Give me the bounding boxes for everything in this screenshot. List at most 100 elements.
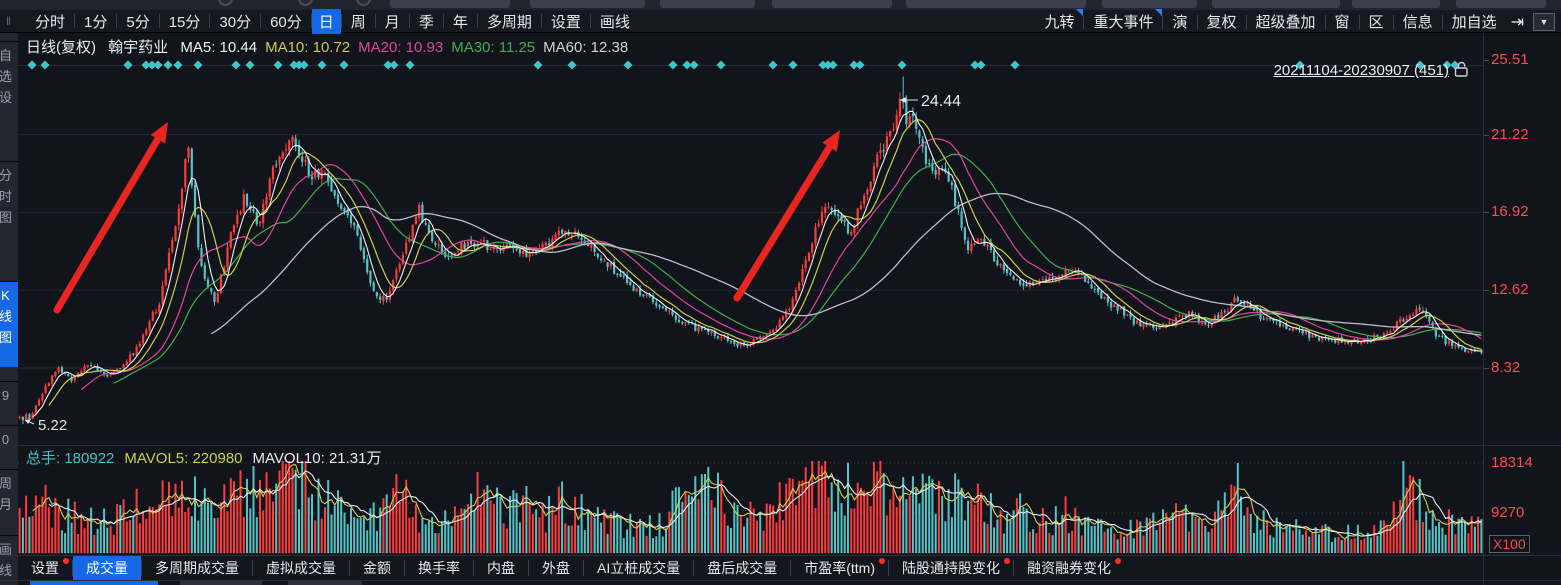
- toolbar-separator: [1392, 14, 1394, 29]
- tool-button-0[interactable]: 九转: [1035, 9, 1084, 34]
- period-tab-8[interactable]: 月: [384, 13, 400, 31]
- volume-label-0: 总手: 180922: [26, 450, 115, 467]
- indicator-tab-4[interactable]: 金额: [363, 560, 391, 576]
- toolbar-separator: [540, 14, 542, 28]
- ma-label-1: MA10: 10.72: [265, 39, 351, 56]
- tab-separator: [583, 560, 584, 576]
- unlock-icon[interactable]: [1454, 61, 1469, 81]
- tab-separator: [528, 560, 529, 576]
- sidebar-item-3[interactable]: 9: [0, 381, 18, 406]
- period-tab-3[interactable]: 15分: [168, 13, 201, 31]
- red-dot-badge: [879, 558, 885, 564]
- candlesticks: [18, 76, 1483, 425]
- partial-button: [1352, 0, 1440, 8]
- period-tab-11[interactable]: 多周期: [486, 13, 532, 31]
- tool-button-3[interactable]: 复权: [1206, 14, 1237, 31]
- indicator-tab-10[interactable]: 市盈率(ttm): [791, 556, 888, 580]
- sidebar-item-6[interactable]: 画线: [0, 535, 18, 581]
- period-tab-2[interactable]: 5分: [126, 13, 150, 31]
- price-axis-label-3: 12.62: [1491, 281, 1529, 298]
- indicator-tab-8[interactable]: AI立桩成交量: [597, 560, 681, 576]
- indicator-tab-5[interactable]: 换手率: [418, 560, 460, 576]
- tool-button-4[interactable]: 超级叠加: [1255, 14, 1316, 31]
- sidebar-item-5[interactable]: 周月: [0, 469, 18, 515]
- indicator-tab-bar: 设置 成交量 多周期成交量 虚拟成交量 金额 换手率 内盘 外盘 AI立桩成交量 盘后成交量 市盈率…: [18, 556, 1483, 580]
- axis-tick: [1484, 60, 1489, 61]
- ma-label-3: MA30: 11.25: [451, 39, 536, 56]
- axis-tick: [1484, 135, 1489, 136]
- toolbar-separator: [340, 14, 342, 28]
- indicator-tab-11[interactable]: 陆股通持股变化: [889, 556, 1013, 580]
- partial-tab-fragment: [180, 581, 262, 585]
- period-tab-12[interactable]: 设置: [550, 13, 581, 31]
- axis-tick: [1484, 290, 1489, 291]
- jump-to-latest-icon[interactable]: ⇥: [1510, 13, 1524, 31]
- tab-separator: [141, 560, 142, 576]
- grip-icon: ‖: [6, 14, 11, 28]
- sidebar-item-1[interactable]: 分时图: [0, 161, 18, 228]
- price-annotations: 24.44 5.22: [24, 93, 961, 434]
- indicator-tab-12[interactable]: 融资融券变化: [1014, 556, 1124, 580]
- indicator-tab-2[interactable]: 多周期成交量: [155, 560, 239, 576]
- period-tab-1[interactable]: 1分: [84, 13, 108, 31]
- period-tab-4[interactable]: 30分: [219, 13, 252, 31]
- toolbar-separator: [209, 14, 211, 28]
- period-tab-13[interactable]: 画线: [599, 13, 630, 31]
- toolbar-separator: [1083, 14, 1085, 29]
- price-volume-chart[interactable]: 24.44 5.22: [18, 33, 1483, 556]
- toolbar-dropdown-icon[interactable]: ▼: [1533, 12, 1555, 31]
- top-partial-toolbar: [0, 0, 1561, 10]
- volume-axis-label-1: 9270: [1491, 504, 1525, 521]
- tool-button-5[interactable]: 窗: [1334, 14, 1350, 31]
- toolbar-separator: [1196, 14, 1198, 29]
- indicator-tab-6[interactable]: 内盘: [487, 560, 515, 576]
- axis-tick: [1484, 212, 1489, 213]
- tab-separator: [790, 560, 792, 576]
- tab-separator: [1013, 560, 1014, 576]
- right-price-axis: 25.51 21.22 16.92 12.62 8.32 18314 9270 X100: [1483, 33, 1561, 585]
- ma30-line: [113, 153, 1482, 384]
- partial-icon: [356, 0, 371, 6]
- toolbar-separator: [1162, 14, 1164, 29]
- period-tab-0[interactable]: 分时: [35, 13, 66, 31]
- sidebar-item-0[interactable]: 自选设: [0, 41, 18, 108]
- indicator-tab-0[interactable]: 设置: [18, 556, 72, 580]
- toolbar-period-tabs: 分时 1分 5分 15分 30分 60分日周月季年多周期 设置 画线: [0, 8, 639, 34]
- pane-divider: [0, 555, 1561, 556]
- indicator-tab-3[interactable]: 虚拟成交量: [266, 560, 336, 576]
- tool-button-8[interactable]: 加自选: [1451, 14, 1497, 31]
- low-price-annotation: 5.22: [38, 417, 67, 434]
- tool-button-1[interactable]: 重大事件: [1084, 9, 1163, 34]
- tool-button-2[interactable]: 演: [1172, 14, 1188, 31]
- tab-separator: [72, 560, 73, 576]
- date-range-link[interactable]: 20211104-20230907 (451): [1273, 62, 1449, 79]
- period-tab-7[interactable]: 周: [350, 13, 366, 31]
- period-tab-5[interactable]: 60分: [270, 13, 302, 31]
- date-range: 20211104-20230907 (451): [1253, 61, 1469, 81]
- indicator-tab-9[interactable]: 盘后成交量: [707, 560, 778, 576]
- indicator-tab-1[interactable]: 成交量: [73, 556, 141, 580]
- volume-header: 总手: 180922 MAVOL5: 220980 MAVOL10: 21.31万: [26, 447, 392, 468]
- period-tab-6[interactable]: 日: [311, 8, 341, 34]
- tool-button-6[interactable]: 区: [1368, 14, 1384, 31]
- red-dot-badge: [1004, 558, 1010, 564]
- pane-divider: [0, 445, 1561, 446]
- pane-divider: [0, 580, 1561, 581]
- period-tab-9[interactable]: 季: [418, 13, 434, 31]
- period-tab-10[interactable]: 年: [452, 13, 468, 31]
- trend-arrows: [53, 122, 840, 314]
- toolbar-separator: [408, 14, 410, 28]
- mavol10-line: [48, 470, 1482, 537]
- toolbar-separator: [158, 14, 160, 28]
- diamond-markers: [27, 60, 1460, 70]
- indicator-tab-7[interactable]: 外盘: [542, 560, 570, 576]
- sidebar-item-4[interactable]: 0: [0, 425, 18, 450]
- ma-values: MA5: 10.44 MA10: 10.72 MA20: 10.93 MA30: 11…: [180, 39, 636, 56]
- period-toolbar: ‖ 分时 1分 5分 15分 30分 60分日周月季年多周期 设置 画线 九转 重大事件演 复权 超…: [0, 8, 1561, 34]
- tab-separator: [404, 560, 405, 576]
- tab-separator: [473, 560, 474, 576]
- toolbar-separator: [1245, 14, 1247, 29]
- tool-button-7[interactable]: 信息: [1402, 14, 1433, 31]
- toolbar-separator: [260, 14, 262, 28]
